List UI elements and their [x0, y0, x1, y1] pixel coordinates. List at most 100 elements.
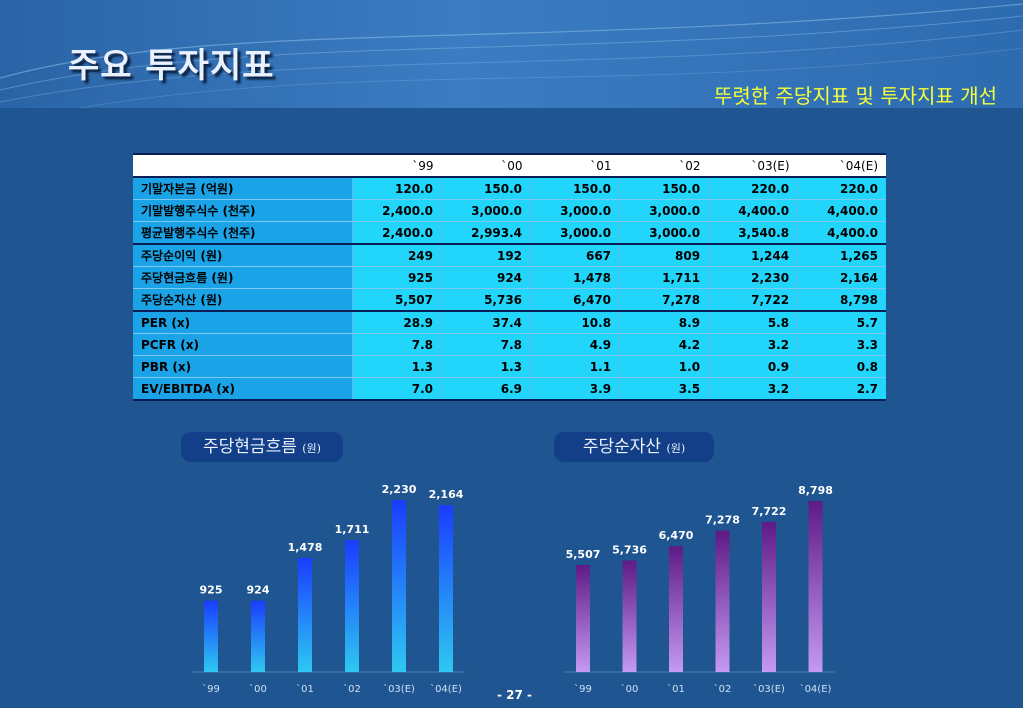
bar: [808, 501, 823, 672]
x-tick-label: `00: [621, 683, 639, 695]
table-body: 기말자본금 (억원) 120.0 150.0 150.0 150.0 220.0 220.0…: [133, 177, 886, 401]
bar-value-label: 925: [200, 584, 223, 597]
table-row: PBR (x) 1.3 1.3 1.1 1.0 0.9 0.8: [133, 355, 886, 378]
x-tick-label: `00: [249, 683, 267, 695]
table-cell: 3.3: [797, 333, 886, 356]
table-cell: 924: [441, 266, 531, 289]
table-row: 평균발행주식수 (천주) 2,400.0 2,993.4 3,000.0 3,000.0…: [133, 221, 886, 245]
table-row: 주당현금흐름 (원) 925 924 1,478 1,711 2,230 2,164: [133, 266, 886, 289]
bar: [204, 600, 218, 672]
table-cell: 4.9: [530, 333, 620, 356]
table-cell: 0.8: [797, 355, 886, 378]
bar: [392, 500, 406, 672]
table-cell: 5,507: [351, 288, 442, 312]
bookvalue-chart-title-text: 주당순자산: [582, 437, 662, 457]
bar-value-label: 7,722: [752, 505, 787, 518]
column-header: `01: [530, 154, 620, 178]
cashflow-chart-title: 주당현금흐름 (원): [181, 432, 343, 462]
x-tick-label: `03(E): [383, 683, 415, 695]
table-cell: 3,000.0: [619, 221, 709, 245]
table-cell: 220.0: [797, 177, 886, 200]
x-tick-label: `01: [296, 683, 314, 695]
table-cell: 2,230: [708, 266, 798, 289]
row-label: 기말자본금 (억원): [133, 177, 353, 200]
column-header: `00: [441, 154, 531, 178]
table-cell: 2,993.4: [441, 221, 531, 245]
table-cell: 8.9: [619, 310, 709, 334]
table-cell: 1,265: [797, 243, 886, 267]
table-cell: 5.7: [797, 310, 886, 334]
table-cell: 7.8: [351, 333, 442, 356]
table-cell: 1,478: [530, 266, 620, 289]
bar: [715, 530, 730, 672]
row-label: EV/EBITDA (x): [133, 377, 353, 401]
table-cell: 925: [351, 266, 442, 289]
row-label: PCFR (x): [133, 333, 353, 356]
table-cell: 6,470: [530, 288, 620, 312]
table-cell: 7,278: [619, 288, 709, 312]
table-cell: 3.9: [530, 377, 620, 401]
table-row: PER (x) 28.9 37.4 10.8 8.9 5.8 5.7: [133, 310, 886, 334]
table-cell: 3,540.8: [708, 221, 798, 245]
table-cell: 10.8: [530, 310, 620, 334]
page-subtitle: 뚜렷한 주당지표 및 투자지표 개선: [713, 84, 997, 108]
table-cell: 150.0: [619, 177, 709, 200]
column-header: `02: [619, 154, 709, 178]
x-tick-label: `04(E): [430, 683, 462, 695]
x-tick-label: `99: [574, 683, 592, 695]
table-cell: 7.0: [351, 377, 442, 401]
bar: [622, 560, 637, 672]
x-tick-label: `01: [667, 683, 685, 695]
bar: [345, 540, 359, 672]
investment-indicator-table: `99 `00 `01 `02 `03(E) `04(E) 기말자본금 (억원)…: [133, 153, 886, 401]
bar: [439, 505, 453, 672]
bar-value-label: 5,736: [612, 544, 647, 557]
bar: [576, 564, 590, 672]
row-label: 기말발행주식수 (천주): [133, 199, 353, 222]
table-row: 주당순이익 (원) 249 192 667 809 1,244 1,265: [133, 243, 886, 267]
row-label: PER (x): [133, 310, 353, 334]
table-cell: 1.3: [351, 355, 442, 378]
row-label: 평균발행주식수 (천주): [133, 221, 353, 245]
table-cell: 7.8: [441, 333, 531, 356]
table-cell: 120.0: [351, 177, 442, 200]
table-cell: 220.0: [708, 177, 798, 200]
table-cell: 150.0: [530, 177, 620, 200]
table-cell: 249: [351, 243, 442, 267]
table-row: 기말발행주식수 (천주) 2,400.0 3,000.0 3,000.0 3,000.0…: [133, 199, 886, 222]
table-header-row: `99 `00 `01 `02 `03(E) `04(E): [133, 154, 886, 178]
column-header: `04(E): [797, 154, 886, 178]
table-cell: 4,400.0: [708, 199, 798, 222]
bar-value-label: 924: [247, 584, 270, 597]
x-tick-label: `02: [343, 683, 361, 695]
bar-value-label: 1,478: [288, 541, 323, 554]
table-cell: 1.0: [619, 355, 709, 378]
row-label: PBR (x): [133, 355, 353, 378]
table-cell: 2,164: [797, 266, 886, 289]
table-cell: 3,000.0: [530, 221, 620, 245]
cashflow-chart-unit: (원): [302, 442, 321, 455]
bar: [669, 546, 683, 672]
bar-value-label: 7,278: [705, 514, 740, 527]
table-cell: 0.9: [708, 355, 798, 378]
bar-value-label: 2,230: [382, 483, 417, 496]
table-row: PCFR (x) 7.8 7.8 4.9 4.2 3.2 3.3: [133, 333, 886, 356]
table-cell: 1,244: [708, 243, 798, 267]
bar-value-label: 2,164: [429, 488, 464, 501]
bar-value-label: 6,470: [659, 529, 694, 542]
bar: [298, 558, 312, 672]
book-value-per-share-chart: 5,507 `99 5,736 `00 6,470 `01 7,278 `02 7,722 `03…: [564, 484, 835, 695]
column-header: `03(E): [708, 154, 798, 178]
x-tick-label: `99: [202, 683, 220, 695]
cashflow-per-share-chart: 925 `99 924 `00 1,478 `01 1,711 `02 2,230 `03(E) 2…: [192, 483, 465, 695]
page-title: 주요 투자지표: [68, 46, 275, 86]
table-cell: 3,000.0: [530, 199, 620, 222]
table-cell: 5,736: [441, 288, 531, 312]
bookvalue-chart-title: 주당순자산 (원): [554, 432, 714, 462]
x-tick-label: `03(E): [753, 683, 785, 695]
table-cell: 37.4: [441, 310, 531, 334]
column-header: `99: [352, 154, 442, 178]
table-corner: [133, 154, 353, 178]
bar-value-label: 5,507: [566, 548, 601, 561]
header-band: [0, 0, 1023, 108]
